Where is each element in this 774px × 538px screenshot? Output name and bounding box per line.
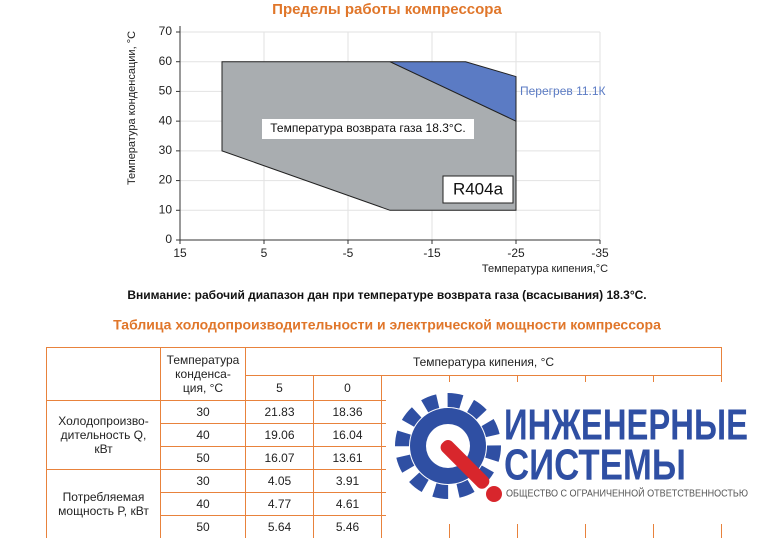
value-cell: 4.77 (245, 492, 314, 516)
gear-teeth (395, 393, 501, 499)
annotation: R404a (453, 179, 504, 198)
x-axis-label: Температура кипения,°С (482, 263, 608, 275)
x-tick-label: -25 (507, 246, 525, 260)
group-label-line: дительность Q, (60, 428, 147, 442)
value-cell: 16.07 (245, 446, 314, 470)
y-tick-label: 40 (159, 113, 173, 127)
header-line: ция, °С (182, 381, 224, 395)
wrench-head (486, 486, 502, 502)
x-tick-label: -5 (343, 246, 354, 260)
y-axis-label: Температура конденсации, °С (126, 31, 138, 185)
value-cell: 4.05 (245, 469, 314, 493)
envelope-area (389, 61, 517, 122)
condensing-cell: 50 (160, 515, 246, 538)
corner-cell (46, 347, 161, 401)
x-tick-label: 5 (261, 246, 268, 260)
column-header: 0 (313, 375, 382, 401)
value-cell: 19.06 (245, 423, 314, 447)
label-background (262, 119, 474, 139)
wrench (440, 440, 490, 489)
chart: Пределы работы компрессора Температура к… (113, 1, 661, 333)
group-label: Холодопроизво-дительность Q, кВт (46, 400, 161, 470)
evaporating-header: Температура кипения, °С (245, 347, 722, 376)
column-header: 5 (245, 375, 314, 401)
x-tick-label: -15 (423, 246, 441, 260)
group-label-line: мощность P, кВт (58, 504, 149, 518)
annotation-box (442, 175, 514, 204)
value-cell: 13.61 (313, 446, 382, 470)
y-tick-label: 20 (159, 173, 173, 187)
value-cell: 3.91 (313, 469, 382, 493)
x-tick-label: -35 (591, 246, 609, 260)
chart-title: Пределы работы компрессора (272, 1, 502, 18)
condensing-cell: 30 (160, 469, 246, 493)
table-title: Таблица холодопроизводительности и элект… (113, 317, 661, 333)
group-label-line: кВт (94, 442, 113, 456)
note: Внимание: рабочий диапазон дан при темпе… (127, 288, 646, 302)
logo-line3: ОБЩЕСТВО С ОГРАНИЧЕННОЙ ОТВЕТСТВЕННОСТЬЮ (506, 487, 748, 500)
series-label: Перегрев 11.1К (520, 84, 606, 98)
y-tick-label: 0 (165, 232, 172, 246)
value-cell: 5.46 (313, 515, 382, 538)
condensing-cell: 40 (160, 423, 246, 447)
logo: ИНЖЕНЕРНЫЕ СИСТЕМЫ ОБЩЕСТВО С ОГРАНИЧЕНН… (386, 382, 768, 524)
condensing-cell: 30 (160, 400, 246, 424)
value-cell: 5.64 (245, 515, 314, 538)
y-tick-label: 30 (159, 143, 173, 157)
series-label: Температура возврата газа 18.3°С. (270, 121, 465, 135)
condensing-cell: 40 (160, 492, 246, 516)
y-tick-label: 10 (159, 202, 173, 216)
condensing-cell: 50 (160, 446, 246, 470)
value-cell: 18.36 (313, 400, 382, 424)
logo-line2: СИСТЕМЫ (504, 441, 686, 490)
header-line: Температура (166, 353, 240, 367)
group-label-line: Потребляемая (62, 490, 145, 504)
y-tick-label: 60 (159, 54, 173, 68)
group-label: Потребляемая мощность P, кВт (46, 469, 161, 538)
value-cell: 16.04 (313, 423, 382, 447)
y-tick-label: 50 (159, 84, 173, 98)
value-cell: 21.83 (245, 400, 314, 424)
x-tick-label: 15 (173, 246, 187, 260)
logo-line1: ИНЖЕНЕРНЫЕ (504, 401, 748, 450)
condensing-header: Температура конденса-ция, °С (160, 347, 246, 401)
value-cell: 4.61 (313, 492, 382, 516)
y-tick-label: 70 (159, 24, 173, 38)
header-line: конденса- (175, 367, 231, 381)
group-label-line: Холодопроизво- (58, 414, 149, 428)
